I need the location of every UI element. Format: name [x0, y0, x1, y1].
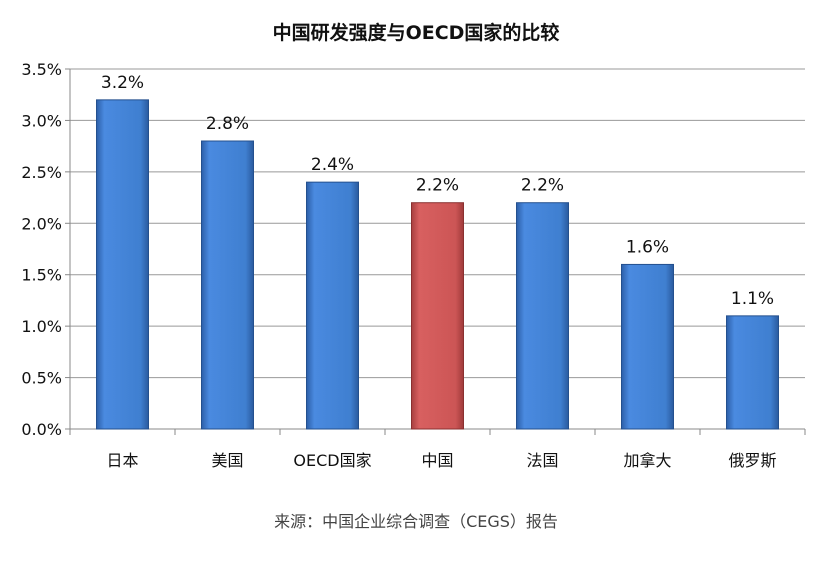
y-tick-label: 0.5% — [21, 369, 62, 388]
data-label: 2.2% — [521, 176, 564, 196]
y-tick-label: 2.5% — [21, 163, 62, 182]
y-tick-label: 0.0% — [21, 420, 62, 439]
bar-OECD国家 — [306, 181, 359, 430]
data-label: 3.2% — [101, 73, 144, 93]
bar-美国 — [201, 140, 254, 430]
bar-中国 — [411, 202, 464, 430]
x-category-label: 中国 — [421, 451, 453, 470]
x-category-label: 法国 — [526, 451, 558, 470]
x-category-label: 美国 — [211, 451, 243, 470]
x-category-label: 俄罗斯 — [728, 451, 776, 470]
data-label: 2.8% — [206, 114, 249, 134]
chart-source: 来源：中国企业综合调查（CEGS）报告 — [274, 512, 558, 531]
chart-title: 中国研发强度与OECD国家的比较 — [272, 22, 560, 44]
y-tick-label: 1.5% — [21, 266, 62, 285]
y-tick-label: 3.0% — [21, 111, 62, 130]
bar-加拿大 — [621, 263, 674, 430]
data-label: 2.4% — [311, 155, 354, 175]
data-label: 1.1% — [731, 289, 774, 309]
x-category-label: OECD国家 — [293, 451, 371, 470]
y-tick-label: 3.5% — [21, 60, 62, 79]
x-category-label: 日本 — [106, 451, 138, 470]
y-tick-label: 2.0% — [21, 214, 62, 233]
bar-日本 — [96, 99, 149, 430]
data-label: 2.2% — [416, 176, 459, 196]
y-tick-label: 1.0% — [21, 317, 62, 336]
bar-俄罗斯 — [726, 315, 779, 430]
bar-法国 — [516, 202, 569, 430]
data-label: 1.6% — [626, 237, 669, 257]
x-category-label: 加拿大 — [623, 451, 671, 470]
